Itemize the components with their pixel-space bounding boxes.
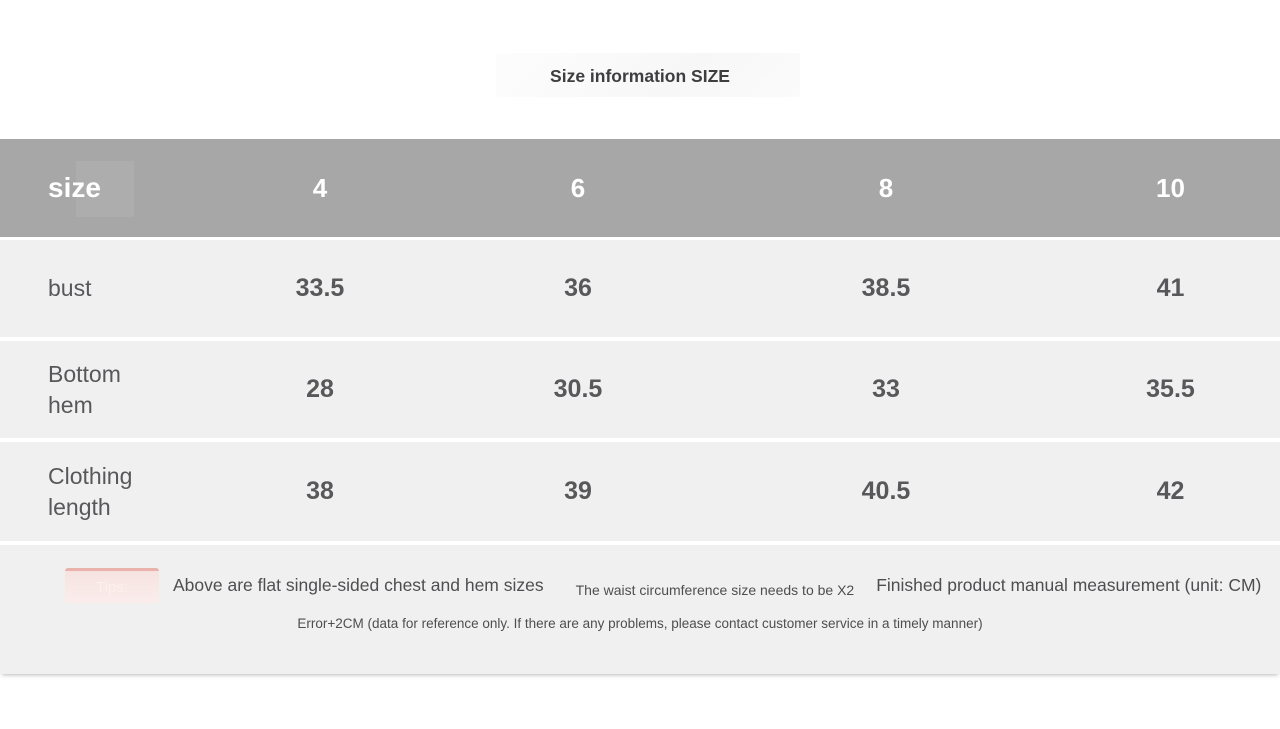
page-title: Size information SIZE [550,66,730,86]
tips-note-flat-sizes: Above are flat single-sided chest and he… [173,575,544,595]
cell-bust-size8: 38.5 [861,274,911,302]
size-table: size 4 6 8 10 bust 33.5 36 38.5 41 Botto… [0,139,1280,674]
table-row-clothing-length: Clothing length 38 39 40.5 42 [0,442,1280,541]
tips-note-measurement-unit: Finished product manual measurement (uni… [876,575,1262,595]
cell-clothing-length-size6: 39 [564,477,592,505]
table-header-row: size 4 6 8 10 [0,139,1280,237]
cell-clothing-length-size4: 38 [306,477,334,505]
cell-clothing-length-size8: 40.5 [861,477,911,505]
row-label-bottom-hem: Bottom hem [48,360,121,418]
cell-bottom-hem-size10: 35.5 [1146,375,1195,403]
cell-bottom-hem-size6: 30.5 [553,375,603,403]
tips-badge: Tips: [65,568,159,603]
tips-note-waist-x2: The waist circumference size needs to be… [575,582,855,598]
header-cell-size-8: 8 [878,172,894,203]
cell-bust-size6: 36 [564,274,592,302]
tips-note-error-margin: Error+2CM (data for reference only. If t… [297,616,983,631]
row-label-clothing-length: Clothing length [48,462,133,520]
cell-bust-size4: 33.5 [295,274,345,302]
title-highlight [496,53,800,97]
header-cell-size: size [48,172,101,203]
cell-clothing-length-size10: 42 [1156,477,1185,505]
table-row-bottom-hem: Bottom hem 28 30.5 33 35.5 [0,341,1280,438]
header-cell-size-10: 10 [1156,172,1185,203]
tips-line-1: Tips: Above are flat single-sided chest … [0,545,1280,603]
table-row-bust: bust 33.5 36 38.5 41 [0,240,1280,337]
cell-bottom-hem-size8: 33 [872,375,900,403]
cell-bottom-hem-size4: 28 [306,375,334,403]
cell-bust-size10: 41 [1156,274,1185,302]
watermark-patch [76,161,134,217]
header-cell-size-6: 6 [570,172,586,203]
header-cell-size-4: 4 [312,172,328,203]
tips-section: Tips: Above are flat single-sided chest … [0,545,1280,674]
row-label-bust: bust [48,275,92,301]
